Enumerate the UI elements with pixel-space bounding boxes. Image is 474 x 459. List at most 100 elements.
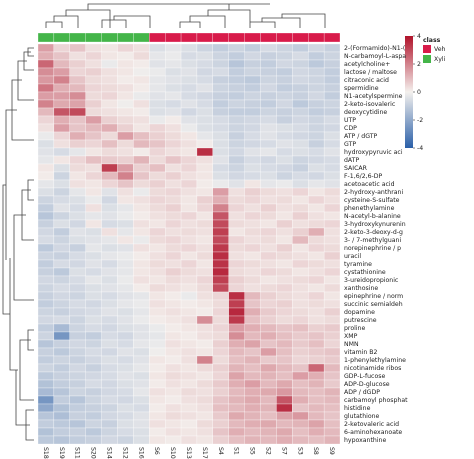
heatmap-cell: [260, 187, 277, 197]
row-label: hypoxanthine: [344, 437, 386, 444]
heatmap-cell: [244, 363, 261, 373]
heatmap-cell: [101, 187, 118, 197]
heatmap-cell: [69, 171, 86, 181]
heatmap-cell: [212, 107, 229, 117]
class-cell: [260, 32, 277, 43]
heatmap-cell: [228, 43, 245, 53]
heatmap-cell: [149, 219, 166, 229]
heatmap-cell: [276, 275, 293, 285]
class-legend-label: Xyli: [434, 56, 446, 63]
heatmap-cell: [117, 155, 134, 165]
heatmap-cell: [101, 155, 118, 165]
heatmap-cell: [180, 227, 198, 237]
heatmap-cell: [308, 355, 325, 365]
heatmap-cell: [212, 435, 229, 445]
heatmap-cell: [53, 227, 70, 237]
heatmap-cell: [133, 75, 150, 85]
heatmap-cell: [180, 251, 198, 261]
heatmap-cell: [212, 43, 229, 53]
heatmap-cell: [53, 395, 70, 405]
heatmap-cell: [69, 387, 86, 397]
heatmap-cell: [101, 115, 118, 125]
column-label: S6: [153, 447, 160, 455]
heatmap-cell: [276, 107, 293, 117]
heatmap-cell: [196, 139, 213, 149]
heatmap-cell: [308, 179, 325, 189]
heatmap-cell: [117, 187, 134, 197]
heatmap-cell: [37, 243, 55, 253]
row-label: deoxycytidine: [344, 109, 387, 116]
heatmap-cell: [244, 267, 261, 277]
heatmap-cell: [323, 203, 341, 213]
heatmap-cell: [244, 59, 261, 69]
heatmap-cell: [117, 251, 134, 261]
heatmap-cell: [85, 363, 102, 373]
heatmap-cell: [53, 291, 70, 301]
heatmap-cell: [323, 139, 341, 149]
heatmap-cell: [149, 203, 166, 213]
heatmap-cell: [292, 83, 309, 93]
heatmap-cell: [276, 227, 293, 237]
heatmap-cell: [196, 67, 213, 77]
heatmap-cell: [292, 227, 309, 237]
heatmap-cell: [180, 435, 198, 445]
heatmap-cell: [260, 339, 277, 349]
heatmap-cell: [323, 131, 341, 141]
heatmap-cell: [101, 403, 118, 413]
color-bar-label: 0: [417, 89, 421, 96]
heatmap-cell: [212, 363, 229, 373]
heatmap-cell: [149, 419, 166, 429]
heatmap-cell: [292, 299, 309, 309]
heatmap-cell: [228, 347, 245, 357]
heatmap-cell: [117, 43, 134, 53]
class-cell: [292, 32, 309, 43]
column-dendrogram: [45, 3, 326, 28]
heatmap-cell: [37, 91, 55, 101]
heatmap-cell: [69, 323, 86, 333]
heatmap-cell: [212, 91, 229, 101]
heatmap-cell: [292, 259, 309, 269]
heatmap-cell: [228, 323, 245, 333]
heatmap-cell: [165, 251, 182, 261]
row-label: N-carbamoyl-L-aspa: [344, 53, 406, 60]
heatmap-cell: [276, 331, 293, 341]
heatmap-cell: [85, 107, 102, 117]
heatmap-cell: [276, 91, 293, 101]
heatmap-cell: [292, 379, 309, 389]
row-label: XMP: [344, 333, 358, 340]
heatmap-cell: [117, 123, 134, 133]
row-label: ATP / dGTP: [344, 133, 378, 140]
heatmap-cell: [69, 235, 86, 245]
heatmap-cell: [228, 339, 245, 349]
heatmap-cell: [180, 307, 198, 317]
row-label: 1-phenylethylamine: [344, 357, 406, 364]
heatmap-cell: [260, 379, 277, 389]
heatmap-cell: [149, 83, 166, 93]
heatmap-cell: [244, 379, 261, 389]
heatmap-cell: [117, 267, 134, 277]
heatmap-cell: [69, 379, 86, 389]
heatmap-cell: [85, 323, 102, 333]
heatmap-cell: [101, 99, 118, 109]
heatmap-cell: [85, 403, 102, 413]
heatmap-cell: [260, 75, 277, 85]
heatmap-cell: [85, 171, 102, 181]
heatmap-cell: [323, 219, 341, 229]
heatmap-cell: [260, 227, 277, 237]
heatmap-cell: [133, 387, 150, 397]
heatmap-cell: [308, 155, 325, 165]
heatmap-cell: [149, 339, 166, 349]
heatmap-cell: [69, 59, 86, 69]
heatmap-cell: [149, 91, 166, 101]
heatmap-cell: [308, 59, 325, 69]
heatmap-cell: [180, 163, 198, 173]
heatmap-cell: [276, 427, 293, 437]
column-label: S7: [280, 447, 287, 455]
heatmap-cell: [165, 339, 182, 349]
heatmap-cell: [228, 155, 245, 165]
heatmap-cell: [133, 419, 150, 429]
heatmap-cell: [69, 307, 86, 317]
heatmap-cell: [117, 91, 134, 101]
heatmap-cell: [37, 131, 55, 141]
heatmap-cell: [85, 43, 102, 53]
